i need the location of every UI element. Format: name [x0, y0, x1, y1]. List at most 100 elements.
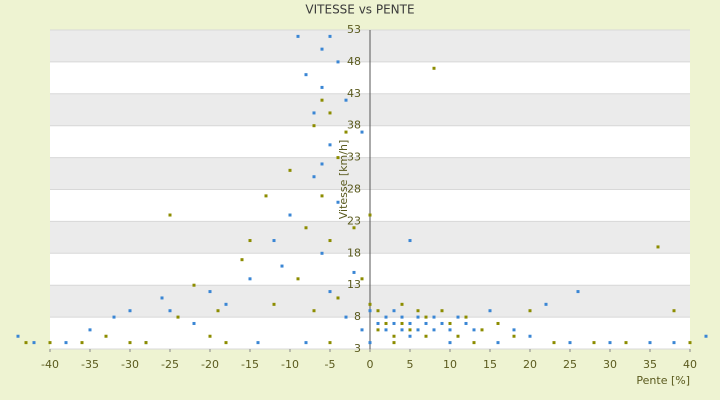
x-tick-label: 35	[643, 358, 657, 371]
x-tick-label: 0	[367, 358, 374, 371]
point	[368, 341, 372, 345]
point	[64, 341, 68, 345]
point	[208, 334, 212, 338]
point	[656, 245, 660, 249]
point	[344, 130, 348, 134]
x-tick-label: 15	[483, 358, 497, 371]
point	[408, 328, 412, 332]
point	[704, 334, 708, 338]
point	[328, 341, 332, 345]
point	[312, 309, 316, 313]
point	[456, 315, 460, 319]
point	[456, 334, 460, 338]
point	[408, 334, 412, 338]
point	[496, 341, 500, 345]
grid	[49, 29, 691, 352]
point	[400, 328, 404, 332]
point	[320, 98, 324, 102]
point	[312, 175, 316, 179]
point	[16, 334, 20, 338]
point	[392, 341, 396, 345]
point	[424, 334, 428, 338]
point	[512, 328, 516, 332]
point	[368, 213, 372, 217]
point	[168, 309, 172, 313]
point	[320, 47, 324, 51]
chart-title: VITESSE vs PENTE	[305, 3, 414, 17]
y-tick-label: 48	[347, 55, 361, 68]
point	[392, 334, 396, 338]
point	[32, 341, 36, 345]
point	[376, 309, 380, 313]
y-axis-label: Vitesse [km/h]	[337, 140, 350, 220]
point	[144, 341, 148, 345]
point	[352, 226, 356, 230]
point	[400, 321, 404, 325]
point	[280, 264, 284, 268]
point	[192, 283, 196, 287]
point	[408, 239, 412, 243]
point	[400, 315, 404, 319]
point	[336, 60, 340, 64]
point	[392, 309, 396, 313]
point	[360, 130, 364, 134]
point	[464, 321, 468, 325]
point	[416, 309, 420, 313]
points	[16, 34, 708, 345]
y-tick-label: 53	[347, 23, 361, 36]
x-tick-label: 5	[407, 358, 414, 371]
point	[224, 341, 228, 345]
point	[320, 162, 324, 166]
y-tick-label: 13	[347, 278, 361, 291]
point	[472, 341, 476, 345]
point	[320, 85, 324, 89]
point	[368, 302, 372, 306]
point	[392, 321, 396, 325]
y-tick-label: 8	[354, 310, 361, 323]
y-tick-label: 33	[347, 151, 361, 164]
point	[384, 328, 388, 332]
point	[208, 290, 212, 294]
point	[344, 98, 348, 102]
point	[248, 239, 252, 243]
point	[624, 341, 628, 345]
point	[672, 341, 676, 345]
point	[400, 302, 404, 306]
point	[192, 321, 196, 325]
point	[336, 200, 340, 204]
point	[256, 341, 260, 345]
point	[672, 309, 676, 313]
point	[160, 296, 164, 300]
point	[464, 315, 468, 319]
point	[576, 290, 580, 294]
point	[128, 309, 132, 313]
x-tick-label: 10	[443, 358, 457, 371]
x-tick-label: 20	[523, 358, 537, 371]
x-tick-label: 30	[603, 358, 617, 371]
point	[376, 321, 380, 325]
x-tick-label: -40	[41, 358, 59, 371]
point	[448, 328, 452, 332]
point	[328, 239, 332, 243]
x-tick-label: 40	[683, 358, 697, 371]
x-tick-label: -20	[201, 358, 219, 371]
x-tick-label: -25	[161, 358, 179, 371]
point	[304, 226, 308, 230]
point	[112, 315, 116, 319]
point	[432, 315, 436, 319]
point	[312, 111, 316, 115]
point	[592, 341, 596, 345]
point	[88, 328, 92, 332]
point	[448, 321, 452, 325]
point	[568, 341, 572, 345]
point	[376, 328, 380, 332]
y-tick-label: 3	[354, 342, 361, 355]
point	[512, 334, 516, 338]
point	[336, 156, 340, 160]
point	[360, 328, 364, 332]
point	[248, 277, 252, 281]
y-tick-label: 43	[347, 87, 361, 100]
y-tick-label: 18	[347, 246, 361, 259]
